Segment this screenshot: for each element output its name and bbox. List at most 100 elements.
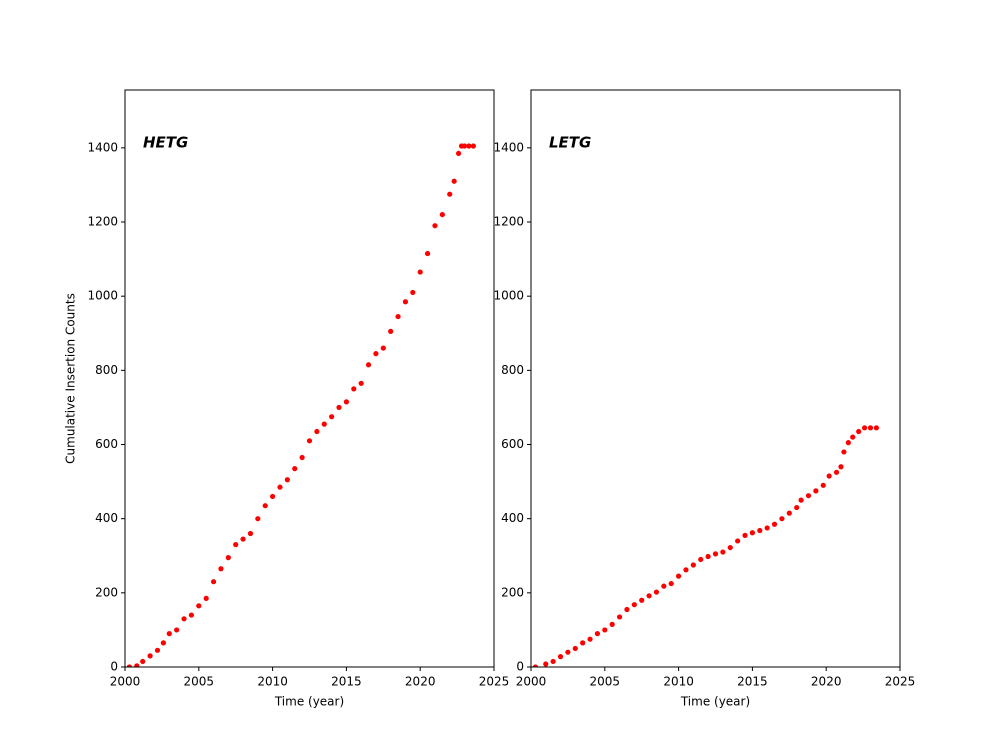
panel-label: LETG (549, 134, 591, 152)
y-tick-label: 1400 (493, 140, 524, 154)
x-tick-label: 2015 (331, 675, 362, 689)
data-point (329, 414, 335, 420)
data-point (410, 289, 416, 296)
data-point (240, 536, 246, 542)
y-tick-label: 400 (501, 511, 524, 525)
data-point (550, 658, 556, 665)
axes-frame (530, 89, 901, 668)
data-point (841, 449, 847, 455)
x-tick-label: 2010 (257, 675, 288, 689)
data-point (373, 351, 379, 357)
data-point (262, 503, 268, 509)
x-tick-label: 2020 (405, 675, 436, 689)
data-point (380, 345, 386, 351)
data-point (646, 593, 652, 599)
x-tick-label: 2025 (885, 675, 916, 689)
data-point (856, 428, 862, 435)
data-point (203, 595, 209, 601)
data-point (306, 438, 313, 444)
data-point (873, 425, 879, 431)
data-point (188, 612, 195, 618)
data-point (742, 532, 748, 538)
data-point (543, 661, 549, 667)
data-point (336, 404, 342, 411)
data-point (247, 530, 254, 537)
y-tick-label: 1000 (493, 289, 524, 303)
x-tick-label: 2000 (516, 675, 547, 689)
data-point (417, 269, 423, 275)
data-point (720, 549, 726, 555)
data-point (210, 579, 217, 585)
data-point (470, 143, 476, 149)
data-point (147, 653, 153, 659)
data-point (826, 473, 832, 479)
data-point (565, 649, 571, 655)
data-point (299, 454, 305, 461)
data-point (233, 542, 239, 548)
data-point (587, 636, 593, 642)
data-point (557, 654, 564, 660)
x-tick-label: 2015 (737, 675, 768, 689)
data-point (580, 640, 586, 646)
data-point (727, 544, 733, 551)
y-axis-label: Cumulative Insertion Counts (64, 293, 78, 464)
data-point (388, 328, 394, 335)
data-point (705, 553, 711, 560)
data-point (833, 469, 840, 475)
y-tick-label: 600 (501, 437, 524, 451)
data-point (270, 493, 276, 500)
data-point (447, 191, 453, 197)
data-point (154, 647, 161, 653)
data-point (181, 616, 187, 622)
plot-area (126, 143, 476, 667)
data-point (314, 428, 320, 435)
data-point (572, 645, 578, 652)
y-tick-label: 200 (95, 585, 118, 599)
data-point (798, 497, 804, 503)
y-tick-label: 0 (110, 660, 118, 674)
data-point (255, 516, 261, 522)
data-point (166, 631, 172, 637)
data-point (594, 631, 601, 637)
data-point (712, 551, 719, 557)
data-point (764, 525, 770, 531)
y-tick-label: 200 (501, 585, 524, 599)
data-point (455, 150, 462, 157)
y-tick-label: 1200 (493, 215, 524, 229)
data-point (466, 143, 472, 149)
data-point (609, 621, 615, 627)
data-point (461, 143, 468, 149)
data-point (690, 562, 696, 568)
data-point (850, 434, 856, 440)
data-point (813, 488, 819, 494)
data-point (365, 362, 372, 368)
axes-frame (124, 89, 495, 668)
y-tick-label: 600 (95, 437, 118, 451)
data-point (292, 466, 298, 472)
data-point (196, 603, 202, 609)
data-point (126, 664, 133, 667)
data-point (749, 530, 756, 536)
x-tick-label: 2020 (811, 675, 842, 689)
data-point (631, 602, 637, 608)
data-point (779, 516, 785, 522)
panel-label: HETG (143, 134, 188, 152)
data-point (624, 606, 630, 613)
data-point (160, 640, 166, 646)
data-point (351, 386, 357, 392)
data-point (668, 580, 674, 587)
data-point (794, 504, 800, 511)
data-point (439, 211, 445, 218)
x-axis-label: Time (year) (274, 695, 344, 709)
data-point (820, 482, 826, 488)
data-point (424, 250, 431, 257)
data-point (225, 555, 231, 561)
data-point (698, 556, 704, 563)
data-point (321, 421, 327, 427)
data-point (867, 425, 874, 431)
data-point (174, 627, 180, 633)
data-point (284, 477, 290, 483)
x-tick-label: 2010 (663, 675, 694, 689)
y-tick-label: 800 (501, 363, 524, 377)
